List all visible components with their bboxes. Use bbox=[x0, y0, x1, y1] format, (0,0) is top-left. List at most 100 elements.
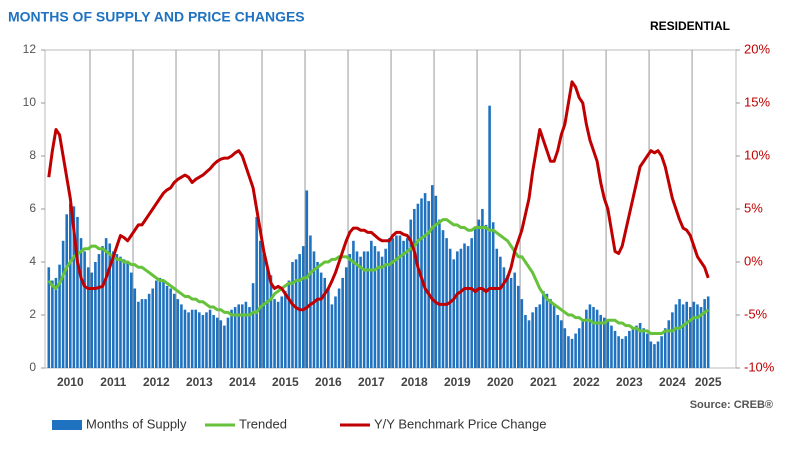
bar bbox=[248, 307, 251, 368]
bar bbox=[599, 315, 602, 368]
bar bbox=[69, 203, 72, 368]
chart-subtitle: RESIDENTIAL bbox=[650, 19, 730, 33]
bar bbox=[556, 315, 559, 368]
bar bbox=[384, 248, 387, 368]
bar bbox=[495, 248, 499, 368]
bar bbox=[577, 328, 581, 368]
bar bbox=[402, 240, 405, 368]
bar bbox=[176, 299, 180, 368]
bar bbox=[284, 291, 287, 368]
bar bbox=[416, 203, 420, 368]
bar bbox=[262, 254, 266, 368]
x-tick-label: 2015 bbox=[272, 375, 299, 389]
bar bbox=[531, 312, 534, 368]
bar bbox=[208, 309, 212, 368]
bar bbox=[276, 301, 280, 368]
bar bbox=[65, 214, 69, 368]
bar bbox=[233, 307, 237, 368]
bar bbox=[549, 299, 552, 368]
bar bbox=[585, 309, 588, 368]
y2-tick-label: 20% bbox=[744, 41, 770, 56]
line bbox=[47, 218, 710, 336]
x-tick-label: 2012 bbox=[143, 375, 170, 389]
bar bbox=[563, 328, 567, 368]
bar bbox=[273, 299, 276, 368]
x-tick-label: 2018 bbox=[401, 375, 428, 389]
bar bbox=[430, 185, 434, 368]
bar bbox=[606, 320, 610, 368]
legend-label: Months of Supply bbox=[86, 416, 187, 431]
bar bbox=[86, 267, 90, 368]
bar bbox=[513, 272, 516, 368]
x-tick-label: 2021 bbox=[530, 375, 557, 389]
bar bbox=[448, 248, 452, 368]
bar bbox=[667, 320, 671, 368]
bar bbox=[527, 320, 531, 368]
chart-title: MONTHS OF SUPPLY AND PRICE CHANGES bbox=[8, 9, 305, 25]
bar bbox=[509, 277, 513, 368]
bar bbox=[352, 240, 355, 368]
bar bbox=[688, 307, 692, 368]
x-tick-label: 2022 bbox=[573, 375, 600, 389]
bar bbox=[628, 330, 631, 368]
bar bbox=[205, 312, 208, 368]
bar bbox=[183, 309, 187, 368]
y2-tick-label: 15% bbox=[744, 94, 770, 109]
x-tick-label: 2016 bbox=[315, 375, 342, 389]
bar bbox=[685, 301, 688, 368]
bar bbox=[137, 301, 140, 368]
bar bbox=[180, 304, 183, 368]
bar bbox=[362, 251, 366, 368]
bar bbox=[456, 251, 459, 368]
bar bbox=[162, 280, 165, 368]
bar bbox=[459, 248, 463, 368]
bar bbox=[158, 277, 162, 368]
x-tick-label: 2025 bbox=[695, 375, 722, 389]
bar bbox=[341, 277, 344, 368]
bar bbox=[269, 275, 273, 368]
bar bbox=[488, 105, 491, 369]
bar bbox=[617, 336, 620, 368]
bar bbox=[484, 224, 488, 368]
bar bbox=[309, 235, 312, 368]
bar bbox=[54, 277, 58, 368]
bar bbox=[301, 246, 305, 368]
x-tick-label: 2023 bbox=[616, 375, 643, 389]
bar bbox=[420, 198, 423, 368]
bar bbox=[671, 312, 674, 368]
x-tick-label: 2020 bbox=[487, 375, 514, 389]
bar bbox=[287, 280, 291, 368]
bar bbox=[251, 283, 255, 368]
bar bbox=[423, 193, 427, 368]
bar bbox=[212, 315, 215, 368]
source: Source: CREB® bbox=[690, 399, 773, 411]
bar bbox=[377, 251, 380, 368]
y2-tick-label: 5% bbox=[744, 200, 763, 215]
bar bbox=[226, 317, 230, 368]
bar bbox=[58, 264, 61, 368]
bar bbox=[198, 312, 201, 368]
bar bbox=[395, 235, 398, 368]
bar bbox=[463, 243, 466, 368]
bar bbox=[542, 291, 545, 368]
bar bbox=[706, 296, 710, 368]
x-tick-label: 2011 bbox=[100, 375, 126, 389]
bar bbox=[491, 222, 495, 368]
bar bbox=[610, 325, 613, 368]
bar bbox=[581, 320, 585, 368]
bar bbox=[230, 309, 233, 368]
bar bbox=[129, 272, 133, 368]
bar bbox=[133, 288, 137, 368]
bar bbox=[413, 209, 416, 368]
bar bbox=[642, 328, 645, 368]
bar bbox=[83, 251, 86, 368]
bar bbox=[534, 307, 538, 368]
bar bbox=[660, 336, 663, 368]
bar bbox=[520, 299, 524, 368]
bar bbox=[466, 246, 470, 368]
bar bbox=[696, 304, 699, 368]
bar bbox=[538, 304, 542, 368]
bar bbox=[344, 267, 348, 368]
bar bbox=[502, 267, 506, 368]
bar bbox=[559, 320, 563, 368]
